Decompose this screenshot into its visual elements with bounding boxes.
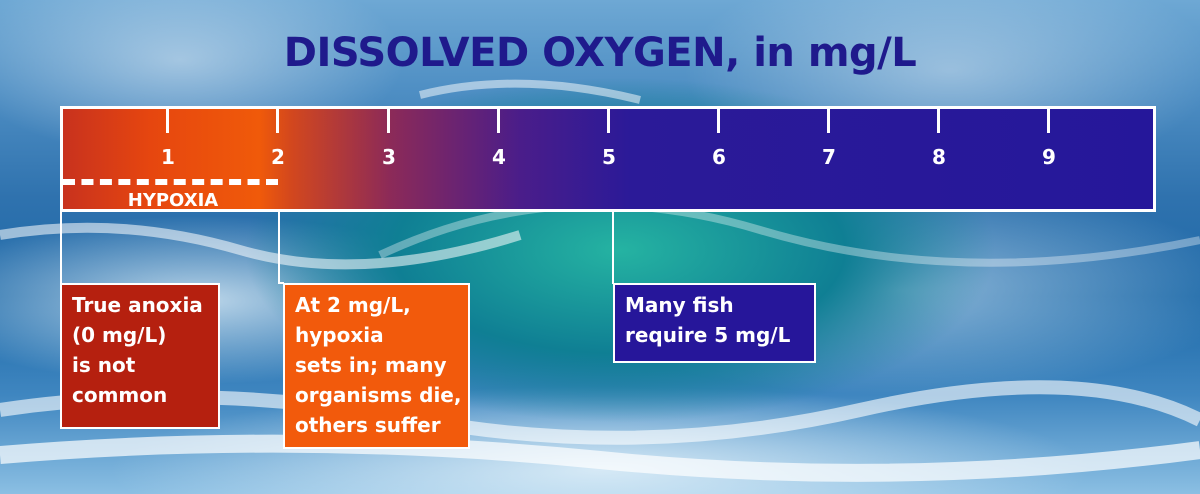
tick-label: 5: [602, 145, 616, 169]
callout-line: True anoxia: [72, 293, 203, 317]
tick-label: 4: [492, 145, 506, 169]
callout-line: is not: [72, 353, 136, 377]
tick-mark: [717, 109, 720, 133]
tick-mark: [497, 109, 500, 133]
hypoxia-range-dashed-line: [63, 179, 278, 185]
tick-mark: [607, 109, 610, 133]
callout-fish: Many fish require 5 mg/L: [613, 283, 816, 363]
callout-line: hypoxia: [295, 323, 384, 347]
tick-mark: [387, 109, 390, 133]
tick-mark: [276, 109, 279, 133]
callout-line: (0 mg/L): [72, 323, 167, 347]
page-title: DISSOLVED OXYGEN, in mg/L: [283, 30, 917, 76]
tick-mark: [166, 109, 169, 133]
tick-mark: [827, 109, 830, 133]
callout-line: Many fish: [625, 293, 734, 317]
connector-line: [278, 212, 280, 284]
callout-line: others suffer: [295, 413, 441, 437]
tick-label: 9: [1042, 145, 1056, 169]
tick-label: 8: [932, 145, 946, 169]
callout-line: organisms die,: [295, 383, 462, 407]
tick-mark: [937, 109, 940, 133]
hypoxia-label: HYPOXIA: [127, 190, 219, 211]
tick-label: 6: [712, 145, 726, 169]
oxygen-scale-bar: 1 2 3 4 5 6 7 8 9 HYPOXIA: [60, 106, 1156, 212]
callout-line: common: [72, 383, 168, 407]
tick-mark: [1047, 109, 1050, 133]
tick-label: 1: [161, 145, 175, 169]
tick-label: 2: [271, 145, 285, 169]
connector-line: [278, 282, 284, 284]
connector-line: [612, 212, 614, 284]
callout-line: require 5 mg/L: [625, 323, 791, 347]
callout-anoxia: True anoxia (0 mg/L) is not common: [60, 283, 220, 429]
connector-line: [60, 212, 62, 284]
callout-line: At 2 mg/L,: [295, 293, 411, 317]
tick-label: 7: [822, 145, 836, 169]
callout-hypoxia: At 2 mg/L, hypoxia sets in; many organis…: [283, 283, 470, 449]
tick-label: 3: [382, 145, 396, 169]
callout-line: sets in; many: [295, 353, 447, 377]
